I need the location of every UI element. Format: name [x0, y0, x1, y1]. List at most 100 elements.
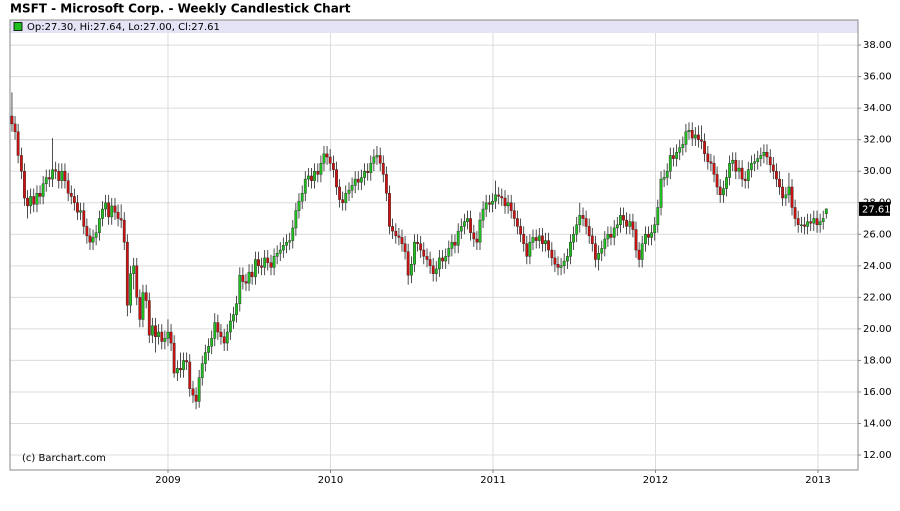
candle-body — [566, 256, 569, 262]
last-price-box — [859, 201, 890, 216]
candle-body — [809, 221, 813, 224]
candle-body — [771, 164, 775, 172]
candle-body — [665, 171, 669, 178]
candle-body — [659, 178, 663, 208]
candle-body — [297, 200, 301, 211]
candle-body — [593, 243, 597, 260]
candle-body — [94, 232, 98, 238]
candle-body — [185, 360, 189, 363]
candles — [10, 92, 828, 410]
candle-body — [313, 171, 316, 181]
candle-body — [228, 320, 232, 333]
candle-body — [503, 197, 507, 207]
candle-body — [559, 265, 563, 268]
candle-body — [319, 163, 323, 175]
candle-body — [597, 252, 601, 260]
candle-body — [413, 241, 416, 265]
candle-body — [403, 243, 407, 252]
candle-body — [175, 368, 179, 374]
candle-body — [631, 221, 635, 230]
y-tick-label: 34.00 — [863, 103, 892, 114]
candle-body — [191, 388, 195, 396]
candle-body — [344, 193, 348, 203]
candle-body — [200, 363, 204, 378]
y-tick-label: 24.00 — [863, 261, 892, 272]
candle-body — [107, 202, 111, 218]
candle-body — [697, 134, 700, 140]
candle-body — [322, 153, 326, 164]
candle-body — [388, 193, 391, 227]
candle-body — [347, 189, 351, 194]
candle-body — [519, 226, 523, 235]
candle-body — [700, 139, 703, 142]
candle-body — [138, 297, 142, 320]
candle-body — [515, 218, 519, 227]
candle-body — [606, 234, 610, 240]
candle-body — [13, 123, 17, 132]
candle-body — [54, 169, 58, 172]
candle-body — [506, 202, 510, 207]
candle-body — [581, 215, 585, 219]
candle-body — [41, 183, 45, 197]
candle-body — [534, 237, 538, 241]
candle-body — [238, 275, 242, 304]
candle-body — [163, 338, 167, 342]
candle-body — [684, 131, 688, 145]
candle-body — [778, 178, 781, 188]
candle-body — [740, 167, 744, 180]
candle-body — [562, 260, 566, 267]
legend-text: Op:27.30, Hi:27.64, Lo:27.00, Cl:27.61 — [27, 22, 220, 33]
candle-body — [759, 155, 763, 159]
candle-body — [619, 215, 622, 226]
candle-body — [101, 208, 104, 219]
candle-body — [359, 177, 363, 183]
candle-body — [263, 257, 267, 268]
candle-body — [784, 194, 788, 199]
candle-body — [634, 229, 638, 251]
candle-body — [681, 144, 685, 148]
candle-body — [47, 177, 51, 180]
candle-body — [668, 155, 672, 172]
candle-body — [406, 251, 410, 276]
candle-body — [484, 202, 488, 210]
candle-body — [32, 196, 36, 205]
candle-body — [537, 235, 541, 241]
candle-body — [219, 331, 223, 337]
candle-body — [428, 259, 432, 267]
candle-body — [154, 325, 157, 337]
candle-body — [437, 257, 441, 270]
candle-body — [207, 346, 210, 353]
candle-body — [647, 234, 650, 238]
candle-body — [497, 194, 501, 197]
candle-body — [812, 218, 816, 224]
candle-body — [281, 245, 285, 251]
candle-body — [628, 221, 632, 227]
candle-body — [709, 161, 713, 164]
candle-body — [88, 235, 92, 243]
candle-body — [306, 175, 310, 180]
candle-body — [76, 202, 79, 213]
candle-body — [366, 171, 370, 173]
y-tick-label: 12.00 — [863, 450, 892, 461]
candle-body — [294, 210, 298, 229]
candle-body — [278, 249, 282, 254]
candle-body — [35, 193, 39, 205]
candle-body — [749, 163, 753, 170]
candle-body — [528, 241, 532, 257]
candle-body — [397, 235, 401, 238]
candle-body — [141, 292, 145, 320]
candle-body — [353, 178, 357, 186]
candle-body — [350, 185, 354, 191]
x-tick-label: 2009 — [155, 475, 180, 486]
candle-body — [715, 174, 719, 188]
candle-body — [731, 159, 735, 164]
candle-body — [150, 325, 154, 336]
candle-body — [678, 147, 682, 153]
candle-body — [756, 158, 760, 162]
candle-body — [612, 227, 616, 238]
candle-body — [135, 265, 139, 298]
candle-body — [72, 196, 76, 203]
candle-body — [275, 252, 279, 257]
x-tick-label: 2011 — [480, 475, 505, 486]
